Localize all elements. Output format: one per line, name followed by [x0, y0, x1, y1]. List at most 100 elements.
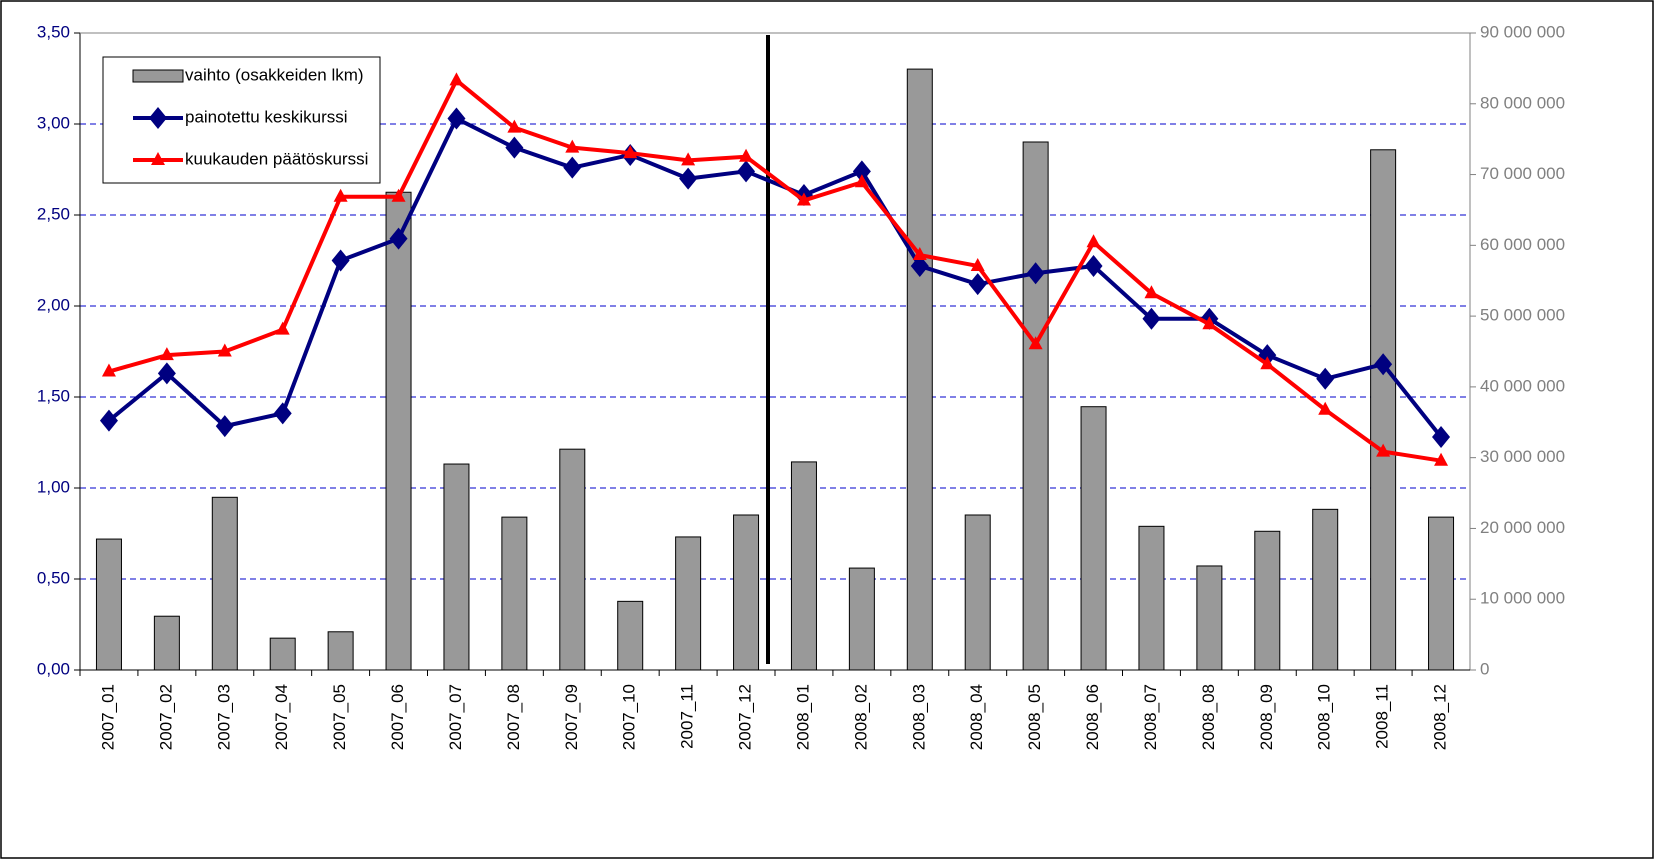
bar	[1312, 508, 1339, 671]
marker	[149, 107, 167, 129]
bar	[906, 68, 933, 671]
marker	[910, 254, 929, 277]
marker	[623, 145, 638, 159]
y-tick-label: 0,00	[37, 659, 70, 678]
legend: vaihto (osakkeiden lkm) painotettu keskik…	[102, 56, 381, 184]
bar	[211, 496, 238, 671]
marker	[1318, 401, 1333, 415]
marker	[151, 152, 165, 165]
marker	[852, 160, 871, 183]
legend-label: kuukauden päätöskurssi	[185, 149, 368, 168]
marker	[737, 160, 756, 183]
x-tick-label: 2008_02	[851, 684, 870, 750]
y-tick-label: 1,50	[37, 386, 70, 405]
y2-tick-label: 90 000 000	[1480, 22, 1565, 41]
y2-tick-label: 70 000 000	[1480, 164, 1565, 183]
legend-label: vaihto (osakkeiden lkm)	[185, 65, 364, 84]
x-tick-label: 2007_11	[678, 684, 697, 749]
x-tick-label: 2008_09	[1257, 684, 1276, 750]
y-tick-label: 3,50	[37, 22, 70, 41]
bar	[443, 463, 470, 671]
x-tick-label: 2007_05	[330, 684, 349, 750]
x-tick-label: 2007_09	[562, 684, 581, 750]
marker	[1376, 443, 1391, 457]
marker	[99, 409, 118, 432]
bar	[1428, 516, 1455, 671]
legend-swatch	[132, 69, 184, 83]
y-tick-label: 2,00	[37, 295, 70, 314]
x-tick-label: 2008_10	[1315, 684, 1334, 750]
marker	[331, 249, 350, 272]
marker	[912, 247, 927, 261]
marker	[1028, 336, 1043, 350]
marker	[1374, 353, 1393, 376]
x-tick-label: 2007_08	[504, 684, 523, 750]
y2-tick-label: 40 000 000	[1480, 376, 1565, 395]
bar	[153, 615, 180, 671]
marker	[679, 167, 698, 190]
marker	[275, 321, 290, 335]
marker	[1084, 254, 1103, 277]
bar	[733, 514, 760, 671]
marker	[565, 139, 580, 153]
bar	[95, 538, 122, 671]
bar	[327, 631, 354, 671]
y2-tick-label: 80 000 000	[1480, 93, 1565, 112]
marker	[970, 257, 985, 271]
marker	[681, 152, 696, 166]
x-tick-label: 2007_06	[388, 684, 407, 750]
bar	[559, 448, 586, 671]
x-tick-label: 2007_07	[446, 684, 465, 750]
bar	[790, 461, 817, 671]
y2-tick-label: 10 000 000	[1480, 589, 1565, 608]
x-tick-label: 2008_06	[1083, 684, 1102, 750]
y-tick-label: 3,00	[37, 113, 70, 132]
bar	[269, 637, 296, 671]
marker	[507, 119, 522, 133]
x-tick-label: 2008_08	[1199, 684, 1218, 750]
marker	[1026, 262, 1045, 285]
y2-tick-label: 0	[1480, 659, 1489, 678]
bar	[675, 536, 702, 671]
y2-tick-label: 30 000 000	[1480, 447, 1565, 466]
line	[108, 78, 1442, 463]
x-tick-label: 2008_11	[1373, 684, 1392, 749]
bar	[1254, 530, 1281, 671]
x-tick-label: 2007_02	[156, 684, 175, 750]
bar	[617, 600, 644, 671]
x-tick-label: 2007_10	[620, 684, 639, 750]
marker	[273, 402, 292, 425]
x-tick-label: 2008_03	[909, 684, 928, 750]
marker	[389, 227, 408, 250]
marker	[1142, 307, 1161, 330]
marker	[447, 107, 466, 130]
bar	[848, 567, 875, 671]
x-tick-label: 2008_07	[1141, 684, 1160, 750]
marker	[796, 192, 811, 206]
line	[107, 116, 1443, 439]
legend-label: painotettu keskikurssi	[185, 107, 348, 126]
marker	[1316, 367, 1335, 390]
marker	[1434, 452, 1449, 466]
marker	[391, 188, 406, 202]
y2-tick-label: 60 000 000	[1480, 235, 1565, 254]
marker	[739, 148, 754, 162]
bar	[1080, 406, 1107, 671]
bar	[1138, 525, 1165, 671]
marker	[159, 347, 174, 361]
bar	[1022, 141, 1049, 671]
marker	[854, 174, 869, 188]
marker	[1202, 316, 1217, 330]
x-tick-label: 2007_12	[736, 684, 755, 750]
y-tick-label: 2,50	[37, 204, 70, 223]
marker	[505, 136, 524, 159]
x-tick-label: 2007_04	[272, 684, 291, 750]
marker	[1144, 285, 1159, 299]
y2-tick-label: 50 000 000	[1480, 306, 1565, 325]
marker	[1432, 426, 1451, 449]
bar	[1196, 565, 1223, 671]
x-tick-label: 2008_04	[967, 684, 986, 750]
marker	[157, 362, 176, 385]
x-tick-label: 2007_01	[98, 684, 117, 750]
bar	[501, 516, 528, 671]
